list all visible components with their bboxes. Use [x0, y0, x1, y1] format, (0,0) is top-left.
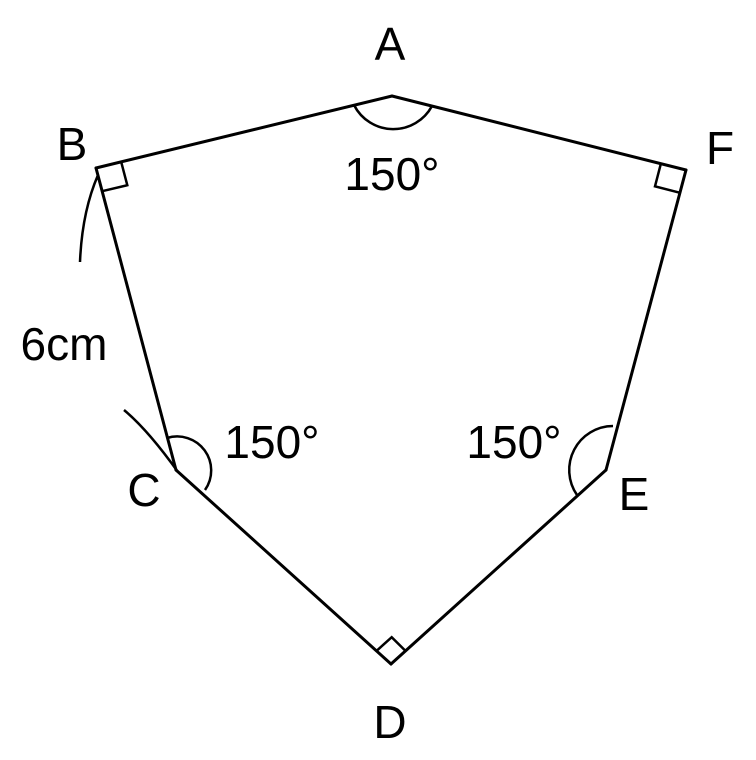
- construction-arc-c: [123, 409, 180, 473]
- angle-arc-e: [567, 424, 614, 496]
- edge-bc: [94, 166, 178, 472]
- angle-label-c: 150°: [224, 416, 319, 468]
- edge-de: [389, 468, 608, 666]
- angle-label-e: 150°: [466, 416, 561, 468]
- angle-arc-c: [166, 435, 213, 491]
- construction-arc-b: [78, 174, 100, 263]
- vertex-label-f: F: [706, 122, 734, 174]
- angle-arc-a: [352, 104, 434, 131]
- right-angle-mark-f: [653, 163, 681, 195]
- right-angle-mark-b: [101, 161, 129, 193]
- vertex-label-a: A: [375, 18, 406, 70]
- edge-af: [390, 94, 688, 172]
- right-angle-mark-d: [375, 635, 407, 652]
- side-length-label-bc: 6cm: [21, 318, 108, 370]
- edge-ab: [94, 94, 394, 170]
- angle-label-a: 150°: [344, 148, 439, 200]
- vertex-label-b: B: [57, 118, 88, 170]
- edge-ef: [604, 168, 688, 472]
- vertex-label-d: D: [373, 696, 406, 748]
- edge-cd: [174, 468, 393, 666]
- vertex-label-c: C: [127, 464, 160, 516]
- vertex-label-e: E: [619, 468, 650, 520]
